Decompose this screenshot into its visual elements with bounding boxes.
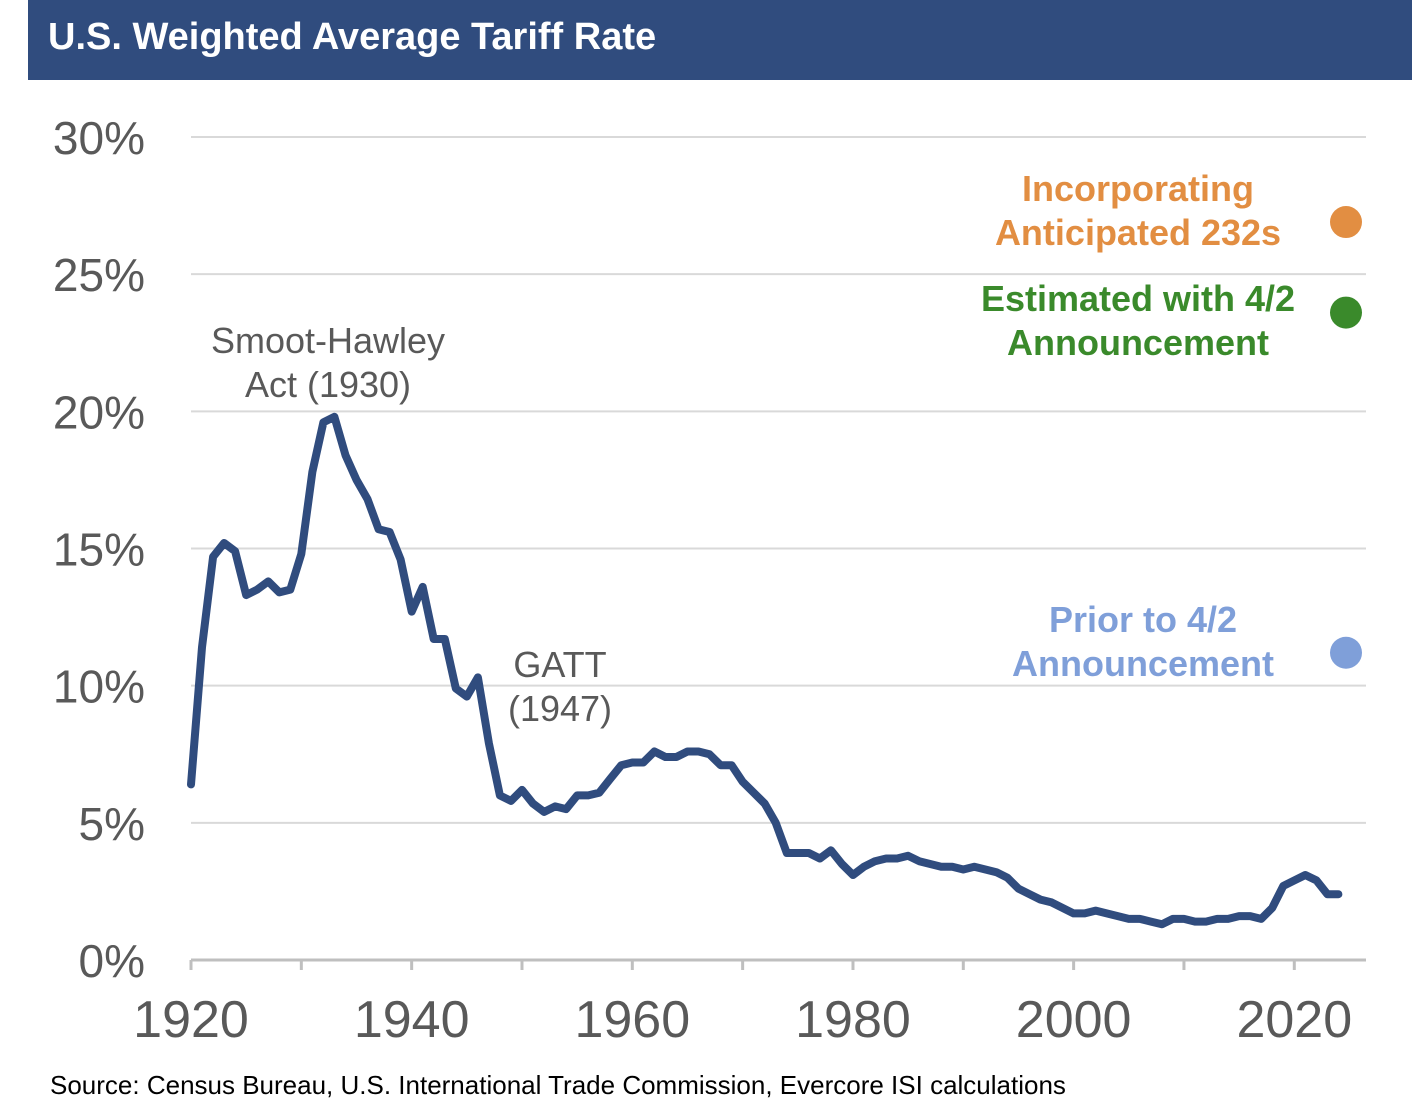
chart-title: U.S. Weighted Average Tariff Rate bbox=[48, 16, 657, 58]
marker-label: Incorporating bbox=[1022, 168, 1254, 209]
y-tick-label: 0% bbox=[79, 935, 145, 987]
x-axis bbox=[189, 958, 1366, 970]
x-tick-label: 1980 bbox=[795, 991, 911, 1049]
x-tick-label: 1960 bbox=[574, 991, 690, 1049]
marker-dot bbox=[1330, 636, 1362, 669]
annotation-text: GATT bbox=[513, 644, 606, 685]
marker-label: Announcement bbox=[1007, 322, 1269, 363]
annotation-text: (1947) bbox=[508, 688, 612, 729]
source-note: Source: Census Bureau, U.S. Internationa… bbox=[50, 1070, 1066, 1100]
y-tick-labels: 0% 5% 10% 15% 20% 25% 30% bbox=[53, 112, 145, 987]
tariff-line-chart: 0% 5% 10% 15% 20% 25% 30% 1920 1940 1960 1980 2000… bbox=[53, 112, 1366, 1049]
series-line bbox=[187, 412, 1343, 929]
marker-dot bbox=[1330, 296, 1362, 329]
marker-label: Estimated with 4/2 bbox=[981, 278, 1295, 319]
title-bar: U.S. Weighted Average Tariff Rate bbox=[28, 0, 1412, 80]
y-tick-label: 20% bbox=[53, 386, 145, 438]
x-tick-label: 1940 bbox=[354, 991, 470, 1049]
y-tick-label: 30% bbox=[53, 112, 145, 164]
annotation-text: Act (1930) bbox=[245, 364, 411, 405]
y-tick-label: 5% bbox=[79, 798, 145, 850]
x-tick-labels: 1920 1940 1960 1980 2000 2020 bbox=[133, 991, 1352, 1049]
x-tick-label: 2020 bbox=[1236, 991, 1352, 1049]
y-tick-label: 15% bbox=[53, 524, 145, 576]
annotation-text: Smoot-Hawley bbox=[211, 320, 445, 361]
y-tick-label: 25% bbox=[53, 249, 145, 301]
marker-label: Prior to 4/2 bbox=[1049, 599, 1237, 640]
marker-dot bbox=[1330, 206, 1362, 239]
x-tick-label: 2000 bbox=[1016, 991, 1132, 1049]
x-tick-label: 1920 bbox=[133, 991, 249, 1049]
series-layer bbox=[187, 412, 1343, 929]
marker-label: Anticipated 232s bbox=[995, 212, 1281, 253]
y-tick-label: 10% bbox=[53, 661, 145, 713]
marker-label: Announcement bbox=[1012, 643, 1274, 684]
